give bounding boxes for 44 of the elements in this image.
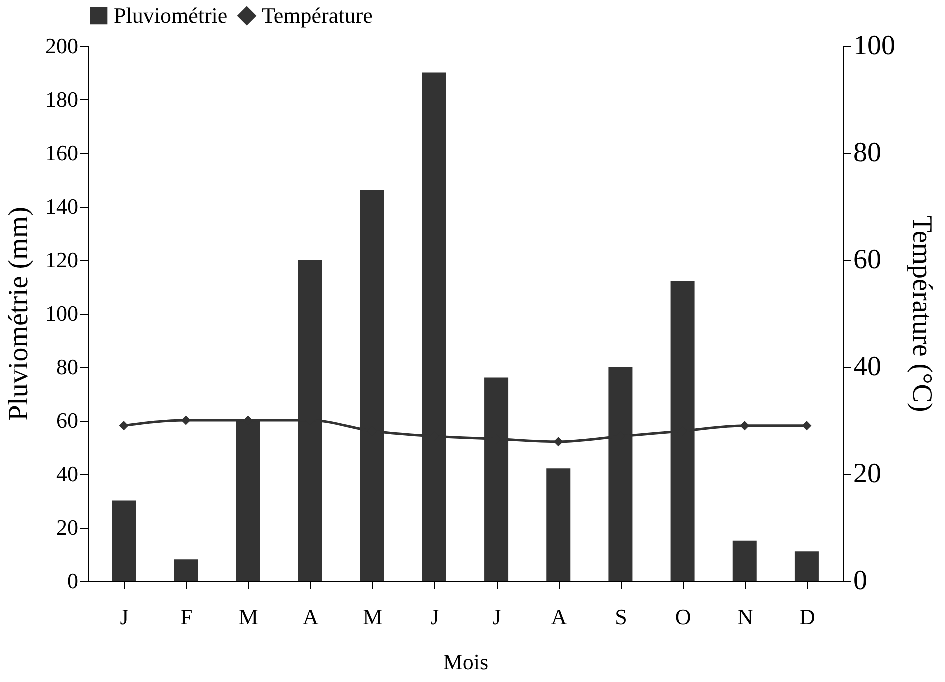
bar (174, 560, 198, 581)
y-tick-label: 20 (56, 515, 78, 540)
x-tick-label: D (800, 604, 816, 630)
x-tick-label: M (238, 604, 258, 630)
y-tick-label: 120 (46, 248, 78, 272)
point (802, 421, 812, 431)
y2-tick-label: 60 (854, 244, 882, 276)
point (181, 416, 191, 426)
y-tick-label: 140 (46, 194, 78, 219)
y2-tick-label: 80 (854, 138, 882, 168)
x-tick-label: A (551, 604, 568, 630)
y2-tick-label: 100 (854, 30, 896, 62)
bar (794, 552, 819, 581)
x-tick-label: F (180, 604, 193, 630)
x-tick-label: J (492, 604, 502, 630)
bar (112, 500, 136, 581)
y-tick-label: 200 (46, 34, 78, 58)
legend-label: Pluviométrie (114, 3, 228, 28)
y-tick-label: 180 (46, 87, 78, 112)
point (740, 421, 750, 431)
bar (732, 540, 757, 581)
y-tick-label: 80 (56, 354, 78, 380)
y-axis-title: Pluviométrie (mm) (4, 207, 34, 421)
x-tick-label: M (363, 604, 383, 630)
y-tick-label: 40 (56, 462, 78, 486)
y-tick-label: 0 (68, 568, 78, 594)
x-tick-label: A (302, 604, 319, 630)
y2-tick-label: 20 (854, 458, 882, 490)
y2-axis-title: Température (°C) (906, 216, 938, 412)
point (554, 437, 564, 447)
x-tick-label: O (675, 604, 692, 630)
point (119, 421, 129, 431)
y2-tick-label: 0 (854, 566, 868, 596)
y-tick-label: 160 (46, 140, 78, 166)
y-tick-label: 100 (46, 301, 78, 326)
x-tick-label: J (120, 604, 130, 630)
bar (546, 468, 571, 581)
x-tick-label: J (430, 604, 440, 630)
x-axis-title: Mois (443, 650, 489, 674)
x-tick-label: N (737, 604, 754, 630)
y2-tick-label: 40 (854, 352, 882, 382)
x-tick-label: S (615, 604, 628, 630)
legend-label: Température (262, 3, 373, 28)
y-tick-label: 60 (56, 408, 78, 433)
